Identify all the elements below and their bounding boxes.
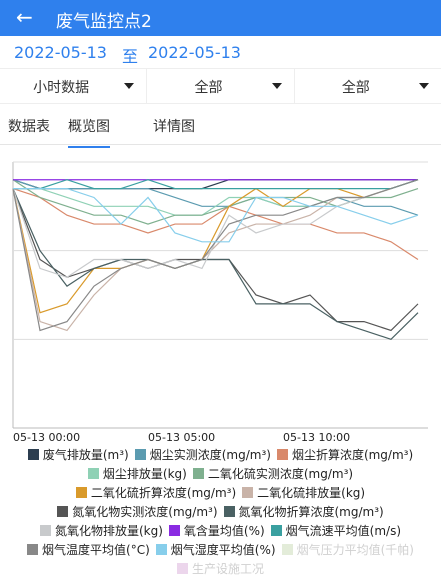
dropdown-arrow [271,83,282,89]
series-line [12,179,419,332]
legend-label: 烟尘实测浓度(mg/m³) [149,447,271,462]
legend-item[interactable]: 烟气温度平均值(°C) [27,541,150,557]
dropdown-arrow [124,83,135,89]
legend-item[interactable]: 烟尘折算浓度(mg/m³) [276,446,414,462]
tab[interactable]: 详情图 [153,119,195,135]
date-separator: 至 [122,47,139,66]
legend-swatch [57,505,69,517]
series-line [12,188,419,261]
filter-label: 全部 [194,80,223,96]
legend-item[interactable]: 烟尘实测浓度(mg/m³) [134,446,271,462]
legend-label: 二氧化硫排放量(kg) [257,485,366,500]
legend-item[interactable]: 烟气湿度平均值(%) [155,541,276,557]
start-date[interactable]: 2022-05-13 [14,43,107,62]
legend-item[interactable]: 二氧化硫排放量(kg) [242,484,365,500]
legend-swatch [39,524,51,536]
legend-swatch [168,524,180,536]
legend-label: 二氧化硫实测浓度(mg/m³) [207,466,354,481]
dropdown-arrow [418,83,429,89]
legend-item[interactable]: 二氧化硫实测浓度(mg/m³) [192,465,354,481]
series-line [12,188,419,341]
chart: 05-13 00:00 05-13 05:00 05-13 10:00 [12,161,428,444]
legend-label: 二氧化硫折算浓度(mg/m³) [90,485,237,500]
legend-label: 烟尘折算浓度(mg/m³) [291,447,414,462]
legend-label: 烟尘排放量(kg) [102,466,187,481]
series-line [13,188,419,243]
legend-item[interactable]: 氮氧化物排放量(kg) [39,522,163,538]
x-tick-label: 05-13 10:00 [283,431,350,444]
legend-label: 氮氧化物实测浓度(mg/m³) [72,504,218,519]
legend-swatch [134,448,146,460]
legend-item[interactable]: 氮氧化物实测浓度(mg/m³) [57,503,218,519]
end-date[interactable]: 2022-05-13 [148,43,241,62]
back-button[interactable]: ← [16,5,33,29]
legend-swatch [75,486,87,498]
series-line [12,179,419,332]
legend-swatch [27,448,39,460]
legend-swatch [27,543,39,555]
legend-swatch [176,562,188,574]
filter-bar: 小时数据 全部 全部 [0,68,441,104]
tab[interactable]: 数据表 [8,119,50,135]
legend-item[interactable]: 废气排放量(m³) [27,446,129,462]
legend-swatch [242,486,254,498]
legend-item[interactable]: 生产设施工况 [176,560,264,576]
date-range: 2022-05-13 至 2022-05-13 [0,36,441,68]
legend-label: 烟气压力平均值(千帕) [296,542,414,557]
legend-swatch [281,543,293,555]
legend-swatch [276,448,288,460]
legend-label: 氧含量均值(%) [183,523,265,538]
legend-swatch [223,505,235,517]
legend-item[interactable]: 烟气压力平均值(千帕) [281,541,414,557]
legend-label: 氮氧化物折算浓度(mg/m³) [238,504,384,519]
filter-label: 小时数据 [33,80,90,96]
legend-label: 废气排放量(m³) [42,447,129,462]
legend-swatch [155,543,167,555]
legend-label: 烟气温度平均值(°C) [42,542,150,557]
legend: 废气排放量(m³) 烟尘实测浓度(mg/m³) 烟尘折算浓度(mg/m³) 烟尘排放量… [8,446,433,576]
filter-dropdown[interactable]: 全部 [147,69,295,103]
x-tick-label: 05-13 05:00 [148,431,215,444]
tab-bar: 数据表 概览图 详情图 [0,104,441,148]
legend-item[interactable]: 烟尘排放量(kg) [87,465,187,481]
legend-label: 氮氧化物排放量(kg) [54,523,163,538]
legend-swatch [192,467,204,479]
filter-dropdown[interactable]: 小时数据 [0,69,148,103]
app-bar: ← 废气监控点2 [0,0,441,36]
legend-item[interactable]: 氧含量均值(%) [168,522,265,538]
series-line [12,179,419,314]
legend-label: 烟气流速平均值(m/s) [285,523,402,538]
tab[interactable]: 概览图 [68,116,110,148]
legend-item[interactable]: 氮氧化物折算浓度(mg/m³) [223,503,384,519]
x-tick-label: 05-13 00:00 [13,431,80,444]
page-title: 废气监控点2 [56,12,152,32]
legend-label: 烟气湿度平均值(%) [170,542,276,557]
legend-item[interactable]: 烟气流速平均值(m/s) [270,522,402,538]
legend-swatch [270,524,282,536]
series-line [12,179,418,190]
series-line [12,179,419,278]
filter-label: 全部 [341,80,370,96]
series-line [13,179,419,190]
legend-item[interactable]: 二氧化硫折算浓度(mg/m³) [75,484,237,500]
legend-label: 生产设施工况 [191,561,264,576]
legend-swatch [87,467,99,479]
filter-dropdown[interactable]: 全部 [295,69,441,103]
